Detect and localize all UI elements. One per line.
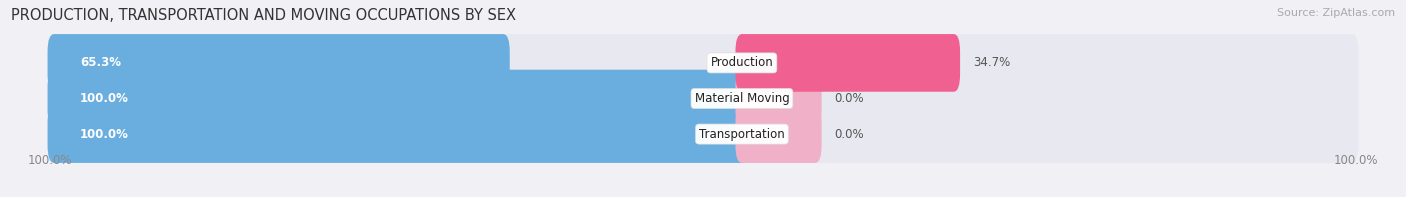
Text: Transportation: Transportation — [699, 128, 785, 141]
Text: Material Moving: Material Moving — [695, 92, 789, 105]
Text: PRODUCTION, TRANSPORTATION AND MOVING OCCUPATIONS BY SEX: PRODUCTION, TRANSPORTATION AND MOVING OC… — [11, 8, 516, 23]
FancyBboxPatch shape — [48, 34, 510, 92]
Legend: Male, Female: Male, Female — [638, 193, 768, 197]
FancyBboxPatch shape — [735, 34, 960, 92]
Text: 100.0%: 100.0% — [80, 92, 129, 105]
Text: 0.0%: 0.0% — [835, 128, 865, 141]
FancyBboxPatch shape — [48, 105, 748, 163]
FancyBboxPatch shape — [48, 34, 1358, 92]
Text: 100.0%: 100.0% — [80, 128, 129, 141]
Text: 100.0%: 100.0% — [1333, 154, 1378, 167]
FancyBboxPatch shape — [48, 70, 748, 127]
FancyBboxPatch shape — [735, 105, 821, 163]
Text: 34.7%: 34.7% — [973, 56, 1011, 69]
FancyBboxPatch shape — [48, 105, 1358, 163]
FancyBboxPatch shape — [735, 70, 821, 127]
Text: 100.0%: 100.0% — [28, 154, 73, 167]
Text: 65.3%: 65.3% — [80, 56, 121, 69]
Text: 0.0%: 0.0% — [835, 92, 865, 105]
FancyBboxPatch shape — [48, 70, 1358, 127]
Text: Production: Production — [710, 56, 773, 69]
Text: Source: ZipAtlas.com: Source: ZipAtlas.com — [1277, 8, 1395, 18]
